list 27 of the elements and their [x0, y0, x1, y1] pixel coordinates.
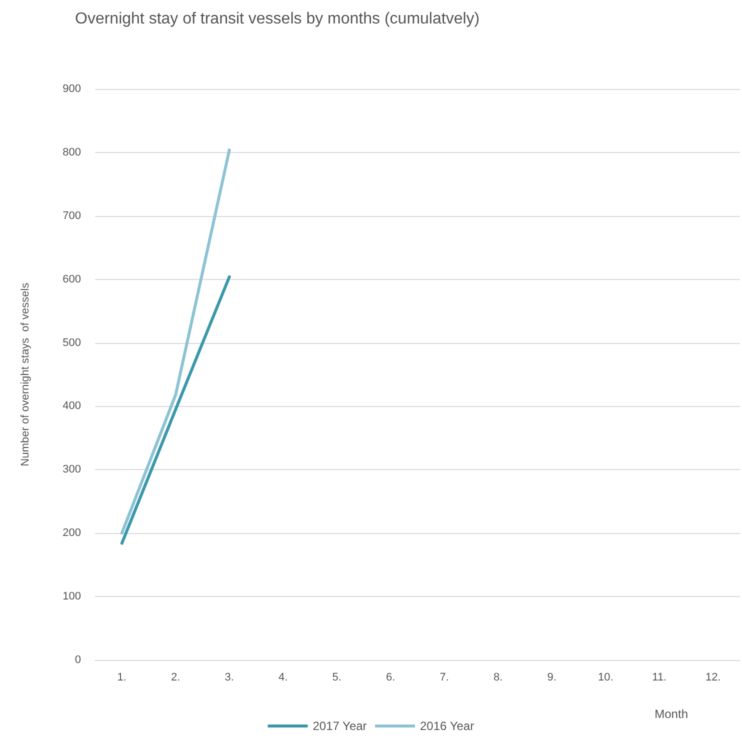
y-tick-label: 400 [62, 400, 81, 412]
x-tick-label: 9. [547, 672, 556, 684]
x-tick-label: 8. [494, 672, 503, 684]
legend-label: 2017 Year [312, 719, 367, 733]
x-tick-label: 10. [598, 672, 614, 684]
y-tick-label: 600 [62, 273, 81, 286]
y-tick-label: 0 [74, 654, 81, 666]
y-tick-label: 800 [62, 146, 81, 158]
x-tick-label: 12. [705, 672, 721, 684]
x-tick-label: 7. [440, 672, 449, 684]
x-tick-label: 11. [652, 672, 667, 684]
y-tick-label: 300 [62, 464, 81, 476]
x-tick-label: 4. [278, 672, 288, 684]
legend-label: 2016 Year [420, 719, 474, 733]
y-tick-label: 500 [62, 336, 81, 349]
x-tick-label: 1. [117, 672, 126, 684]
x-tick-label: 6. [386, 672, 396, 684]
x-tick-label: 2. [171, 672, 180, 684]
y-tick-label: 100 [62, 590, 81, 603]
chart-title: Overnight stay of transit vessels by months (cumulatvely) [75, 10, 480, 28]
y-tick-label: 700 [62, 210, 81, 222]
y-tick-label: 900 [62, 83, 81, 95]
y-tick-label: 200 [62, 527, 81, 540]
x-axis-title: Month [654, 707, 688, 721]
y-axis-title: Number of overnight stays of vessels [20, 282, 32, 466]
x-tick-label: 5. [332, 672, 342, 684]
x-tick-label: 3. [224, 672, 234, 684]
